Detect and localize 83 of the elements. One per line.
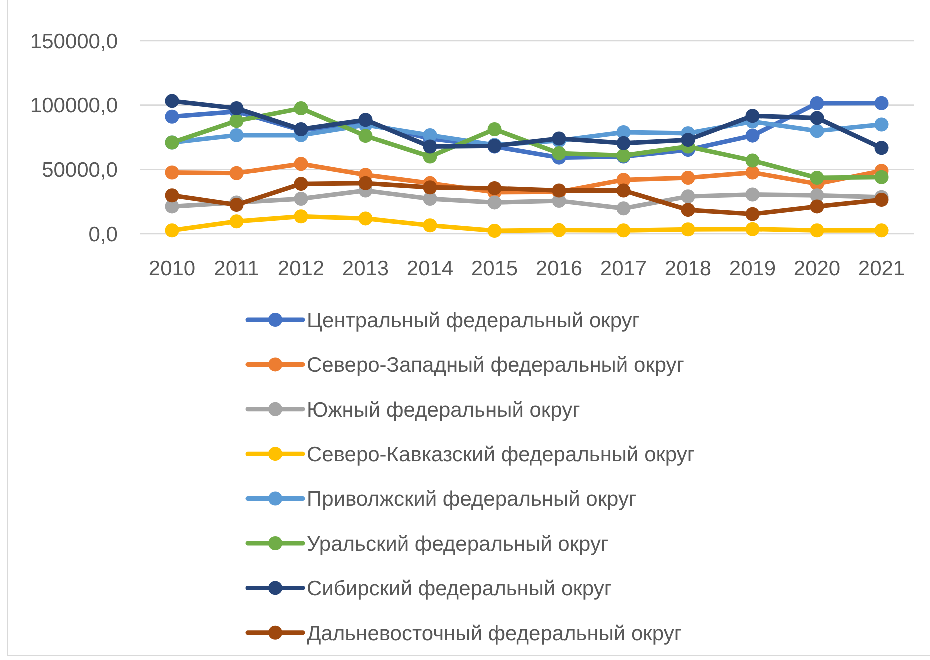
point bbox=[810, 224, 824, 238]
point bbox=[874, 141, 889, 156]
legend-label: Сибирский федеральный округ bbox=[307, 578, 612, 601]
point bbox=[810, 171, 824, 186]
x-tick-label: 2018 bbox=[664, 257, 712, 280]
point bbox=[810, 124, 824, 138]
point bbox=[552, 146, 566, 160]
point bbox=[681, 133, 696, 148]
point bbox=[423, 192, 438, 206]
point bbox=[552, 223, 566, 238]
point bbox=[616, 224, 631, 238]
point bbox=[165, 110, 180, 124]
x-tick-label: 2011 bbox=[214, 257, 260, 280]
point bbox=[230, 128, 244, 142]
y-tick-label: 50000,0 bbox=[42, 159, 118, 182]
point bbox=[874, 170, 889, 184]
legend-label: Северо-Кавказский федеральный округ bbox=[307, 443, 696, 466]
y-tick-label: 100000,0 bbox=[30, 94, 118, 118]
point bbox=[230, 214, 244, 229]
point bbox=[746, 128, 760, 143]
point bbox=[230, 102, 244, 116]
point bbox=[746, 207, 760, 222]
point bbox=[681, 171, 696, 186]
point bbox=[746, 154, 760, 168]
x-tick-label: 2010 bbox=[148, 257, 196, 280]
point bbox=[358, 129, 373, 144]
x-tick-label: 2019 bbox=[729, 257, 776, 280]
point bbox=[165, 166, 180, 180]
x-tick-label: 2013 bbox=[342, 257, 390, 280]
point bbox=[358, 113, 373, 128]
point bbox=[230, 198, 244, 212]
point bbox=[358, 176, 373, 190]
legend-label: Южный федеральный округ bbox=[307, 398, 581, 422]
point bbox=[874, 96, 889, 110]
point bbox=[746, 109, 760, 124]
point bbox=[746, 222, 760, 236]
point bbox=[294, 102, 308, 116]
point bbox=[810, 200, 824, 214]
point bbox=[165, 94, 180, 108]
point bbox=[423, 180, 438, 195]
legend-label: Дальневосточный федеральный округ bbox=[307, 622, 682, 646]
point bbox=[874, 224, 889, 238]
point bbox=[165, 224, 180, 238]
x-tick-label: 2014 bbox=[406, 257, 454, 280]
x-tick-label: 2017 bbox=[600, 257, 648, 280]
point bbox=[681, 222, 696, 237]
point bbox=[294, 157, 308, 172]
point bbox=[358, 212, 373, 226]
point bbox=[746, 166, 760, 180]
point bbox=[488, 122, 502, 137]
legend-label: Уральский федеральный округ bbox=[307, 532, 609, 556]
point bbox=[165, 188, 180, 203]
point bbox=[423, 218, 438, 233]
x-tick-label: 2020 bbox=[794, 257, 841, 280]
point bbox=[681, 203, 696, 218]
point bbox=[874, 118, 889, 132]
legend-label: Северо-Западный федеральный округ bbox=[307, 354, 685, 378]
y-tick-label: 150000,0 bbox=[30, 30, 118, 54]
point bbox=[294, 210, 308, 224]
point bbox=[810, 96, 824, 111]
x-tick-label: 2012 bbox=[278, 257, 325, 280]
y-tick-label: 0,0 bbox=[88, 223, 118, 246]
point bbox=[423, 140, 438, 154]
x-tick-label: 2021 bbox=[858, 257, 906, 280]
point bbox=[681, 190, 696, 204]
point bbox=[230, 114, 244, 128]
point bbox=[616, 184, 631, 198]
legend-label: Приволжский федеральный округ bbox=[307, 488, 637, 512]
point bbox=[294, 177, 308, 192]
point bbox=[230, 166, 244, 180]
point bbox=[746, 188, 760, 202]
legend-label: Центральный федеральный округ bbox=[307, 309, 640, 332]
point bbox=[874, 193, 889, 208]
point bbox=[488, 196, 502, 210]
point bbox=[616, 202, 631, 216]
x-tick-label: 2015 bbox=[471, 257, 518, 280]
point bbox=[294, 192, 308, 206]
x-tick-label: 2016 bbox=[536, 257, 583, 280]
point bbox=[423, 128, 438, 142]
point bbox=[810, 111, 824, 126]
point bbox=[488, 181, 502, 196]
point bbox=[488, 224, 502, 238]
point bbox=[616, 136, 631, 150]
